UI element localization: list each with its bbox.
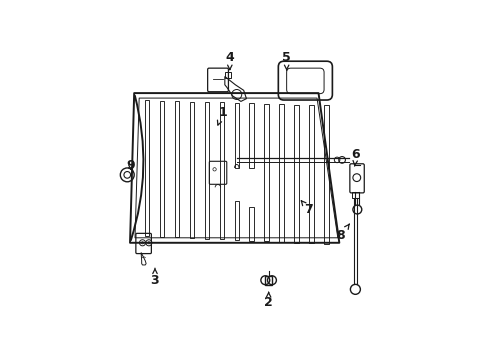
Text: 2: 2 bbox=[264, 293, 272, 309]
Text: 8: 8 bbox=[336, 224, 348, 242]
Bar bbox=[351, 192, 359, 198]
Text: 9: 9 bbox=[126, 159, 135, 172]
Text: 5: 5 bbox=[282, 50, 290, 70]
Text: 1: 1 bbox=[217, 106, 227, 125]
Bar bbox=[224, 72, 230, 78]
Text: 7: 7 bbox=[301, 201, 312, 216]
Text: 4: 4 bbox=[225, 50, 234, 70]
Text: 6: 6 bbox=[351, 148, 360, 166]
FancyArrowPatch shape bbox=[131, 96, 143, 240]
Text: 3: 3 bbox=[150, 268, 159, 287]
Bar bbox=[265, 276, 271, 285]
